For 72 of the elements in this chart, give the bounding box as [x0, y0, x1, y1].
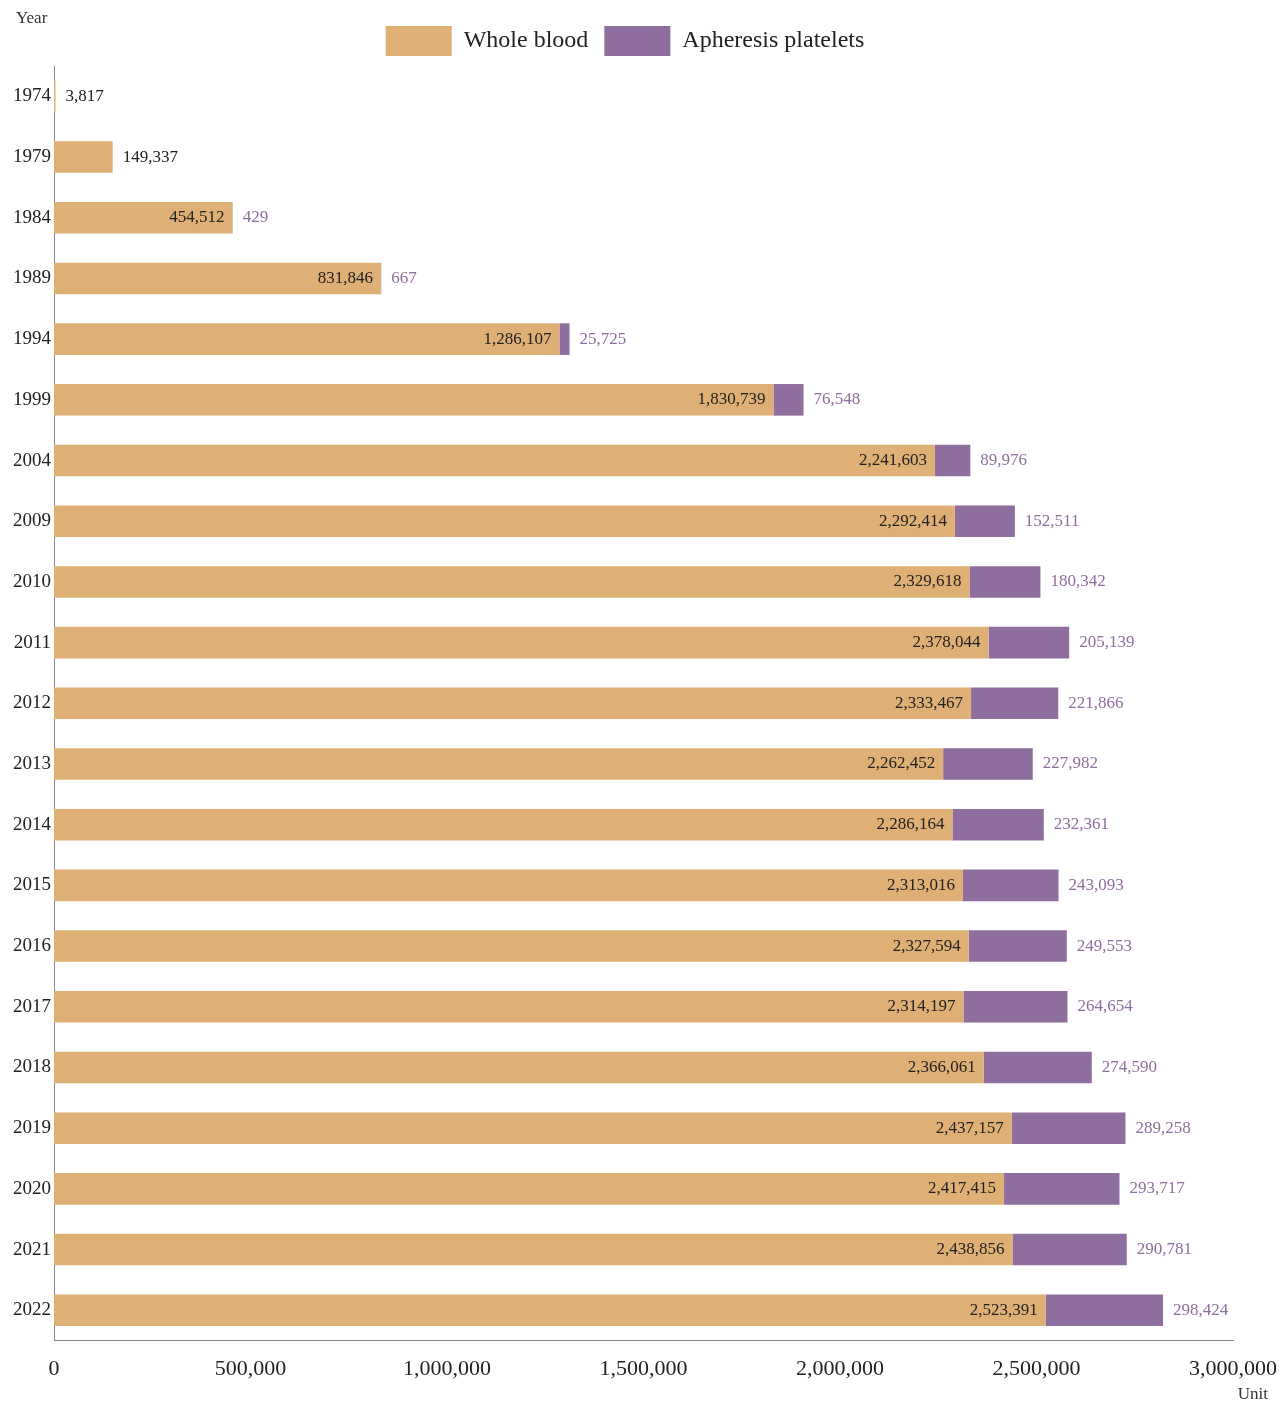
y-tick-label: 1994: [13, 327, 52, 349]
data-label: 2,329,618: [893, 571, 962, 591]
data-label: 2,366,061: [907, 1056, 976, 1076]
y-tick-label: 2017: [13, 994, 51, 1016]
x-tick-label: 2,500,000: [992, 1354, 1081, 1380]
data-label: 454,512: [169, 207, 225, 227]
legend-label: Apheresis platelets: [682, 26, 865, 53]
data-label: 2,241,603: [858, 449, 927, 469]
data-label: 2,286,164: [876, 814, 945, 834]
y-tick-label: 1974: [13, 84, 52, 106]
y-tick-label: 2010: [13, 569, 51, 591]
data-label: 293,717: [1129, 1178, 1186, 1198]
data-label: 1,286,107: [483, 328, 552, 348]
y-tick-label: 2019: [13, 1116, 51, 1138]
legend-label: Whole blood: [463, 26, 589, 53]
y-tick-label: 2011: [13, 630, 51, 652]
data-label: 2,262,452: [867, 753, 936, 773]
data-label: 2,292,414: [878, 510, 948, 530]
y-tick-label: 1999: [13, 387, 51, 409]
x-axis-title: Unit: [1237, 1384, 1268, 1404]
y-tick-label: 2022: [13, 1298, 51, 1320]
data-label: 205,139: [1079, 632, 1135, 652]
data-label: 2,437,157: [935, 1117, 1005, 1137]
data-label: 290,781: [1136, 1239, 1192, 1259]
y-tick-label: 2013: [13, 751, 51, 773]
data-label: 831,846: [317, 267, 373, 287]
data-label: 289,258: [1135, 1117, 1191, 1137]
data-label: 3,817: [65, 85, 105, 105]
y-tick-label: 2020: [13, 1176, 51, 1198]
data-label: 429: [242, 207, 269, 227]
data-label: 2,313,016: [887, 874, 956, 894]
data-label: 2,438,856: [936, 1239, 1005, 1259]
data-label: 180,342: [1050, 571, 1106, 591]
y-axis-title: Year: [16, 8, 48, 28]
x-tick-label: 1,500,000: [599, 1354, 688, 1380]
data-label: 2,378,044: [912, 632, 982, 652]
data-label: 232,361: [1053, 814, 1110, 834]
y-tick-label: 1989: [13, 266, 51, 288]
data-label: 2,314,197: [887, 996, 956, 1016]
data-label: 76,548: [813, 389, 861, 409]
y-tick-label: 1984: [13, 205, 52, 227]
data-label: 667: [391, 267, 418, 287]
data-label: 274,590: [1101, 1056, 1158, 1076]
data-label: 89,976: [980, 449, 1028, 469]
y-tick-label: 2018: [13, 1055, 51, 1077]
data-label: 1,830,739: [697, 389, 766, 409]
y-tick-label: 2014: [13, 812, 52, 834]
y-tick-label: 2009: [13, 509, 51, 531]
data-label: 2,417,415: [928, 1178, 997, 1198]
y-tick-label: 2016: [13, 934, 51, 956]
data-label: 249,553: [1076, 935, 1133, 955]
data-label: 25,725: [579, 328, 627, 348]
data-label: 2,327,594: [892, 935, 962, 955]
y-tick-label: 2015: [13, 873, 51, 895]
x-tick-label: 500,000: [214, 1354, 287, 1380]
y-tick-label: 2004: [13, 448, 52, 470]
x-tick-label: 1,000,000: [403, 1354, 491, 1380]
data-label: 298,424: [1172, 1299, 1229, 1319]
data-label: 2,523,391: [969, 1299, 1038, 1319]
y-tick-label: 2021: [13, 1237, 51, 1259]
data-label: 2,333,467: [895, 692, 964, 712]
data-label: 221,866: [1068, 692, 1124, 712]
y-tick-label: 2012: [13, 691, 51, 713]
data-label: 152,511: [1024, 510, 1080, 530]
data-label: 227,982: [1042, 753, 1098, 773]
x-tick-label: 3,000,000: [1189, 1354, 1277, 1380]
x-tick-label: 0: [48, 1354, 60, 1380]
data-label: 243,093: [1068, 874, 1124, 894]
data-label: 149,337: [122, 146, 179, 166]
data-label: 264,654: [1077, 996, 1134, 1016]
y-tick-label: 1979: [13, 145, 51, 167]
x-tick-label: 2,000,000: [796, 1354, 884, 1380]
